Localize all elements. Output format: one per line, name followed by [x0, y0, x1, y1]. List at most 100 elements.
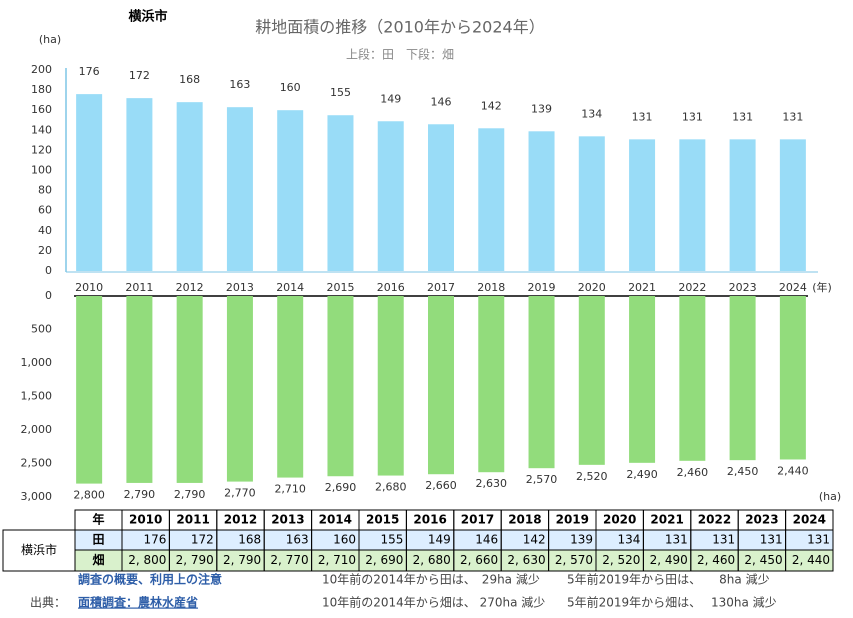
table-cell-text: 176 — [143, 533, 166, 547]
bar — [779, 139, 806, 271]
bar — [578, 136, 605, 271]
table-cell-text: 2, 460 — [697, 553, 735, 567]
table-header: 2021 — [650, 513, 683, 527]
table-cell-text: 2, 570 — [555, 553, 593, 567]
data-label: 2,490 — [626, 468, 658, 481]
x-tick-label: 2023 — [729, 281, 757, 294]
x-tick-label: 2017 — [427, 281, 455, 294]
y-tick-label: 1,000 — [21, 356, 53, 369]
chart-subtitle: 上段：田 下段：畑 — [346, 47, 454, 62]
region-title: 横浜市 — [128, 9, 167, 25]
table-cell — [785, 549, 834, 572]
note: 5年前2019年から畑は、 130ha 減少 — [567, 595, 777, 610]
y-tick-label: 1,500 — [21, 390, 53, 403]
table-cell-text: 2, 660 — [460, 553, 498, 567]
note: 5年前2019年から田は、 8ha 減少 — [567, 572, 770, 587]
x-tick-label: 2024 — [779, 281, 807, 294]
data-label: 2,800 — [73, 489, 105, 502]
data-label: 176 — [79, 65, 100, 78]
bar — [76, 296, 103, 484]
y-tick-label: 200 — [31, 63, 52, 76]
data-label: 2,790 — [174, 488, 206, 501]
y-axis-label: (ha) — [39, 33, 61, 46]
table-cell-text: 131 — [712, 533, 735, 547]
bar — [528, 131, 555, 271]
x-tick-label: 2018 — [477, 281, 505, 294]
y-tick-label: 60 — [38, 204, 52, 217]
data-label: 139 — [531, 102, 552, 115]
x-tick-label: 2016 — [377, 281, 405, 294]
bar — [679, 296, 706, 461]
bar — [478, 296, 505, 473]
data-label: 2,630 — [476, 477, 508, 490]
source-label: 出典： — [30, 596, 66, 610]
bar — [478, 128, 505, 271]
y-tick-label: 3,000 — [21, 490, 53, 503]
table-header: 2013 — [271, 513, 304, 527]
bar — [377, 296, 404, 476]
bar — [126, 296, 153, 483]
y-tick-label: 2,500 — [21, 457, 53, 470]
table-cell-text: 131 — [760, 533, 783, 547]
table-cell-text: 155 — [380, 533, 403, 547]
table-cell-text: 139 — [570, 533, 593, 547]
bar — [428, 124, 454, 272]
data-label: 172 — [129, 69, 150, 82]
bar — [528, 296, 555, 469]
table-header: 2014 — [319, 513, 352, 527]
y-tick-label: 500 — [31, 323, 52, 336]
y-tick-label: 0 — [45, 289, 52, 302]
data-label: 131 — [732, 110, 753, 123]
y-tick-label: 120 — [31, 143, 52, 156]
table-header: 2012 — [224, 513, 257, 527]
x-tick-label: 2020 — [578, 281, 606, 294]
bar — [226, 107, 253, 271]
data-label: 2,570 — [526, 473, 558, 486]
note: 10年前の2014年から畑は、 270ha 減少 — [322, 595, 545, 610]
data-label: 142 — [481, 99, 502, 112]
table-cell-text: 163 — [286, 533, 309, 547]
bar — [729, 296, 756, 461]
table-cell — [2, 529, 76, 572]
y-tick-label: 180 — [31, 83, 52, 96]
table-header: 2010 — [129, 513, 162, 527]
table-cell-text: 2, 440 — [792, 553, 830, 567]
table-header: 2017 — [461, 513, 494, 527]
x-tick-label: 2011 — [125, 281, 153, 294]
table-cell-text: 160 — [333, 533, 356, 547]
x-tick-label: 2012 — [176, 281, 204, 294]
x-tick-label: 2015 — [326, 281, 354, 294]
bar — [428, 296, 454, 475]
table-cell-text: 2, 790 — [176, 553, 214, 567]
x-tick-label: 2022 — [678, 281, 706, 294]
data-label: 163 — [229, 78, 250, 91]
table-cell-text: 2, 680 — [413, 553, 451, 567]
table-header: 2016 — [413, 513, 446, 527]
y-tick-label: 140 — [31, 123, 52, 136]
y-tick-label: 2,000 — [21, 423, 53, 436]
data-label: 2,440 — [777, 464, 809, 477]
data-label: 2,660 — [425, 479, 457, 492]
table-cell-text: 168 — [238, 533, 261, 547]
table-header: 2011 — [176, 513, 209, 527]
table-cell-text: 2, 630 — [507, 553, 545, 567]
data-label: 2,710 — [274, 483, 306, 496]
data-label: 155 — [330, 86, 351, 99]
y-tick-label: 0 — [45, 264, 52, 277]
y-tick-label: 80 — [38, 184, 52, 197]
table-cell-text: 2, 770 — [270, 553, 308, 567]
table-header: 2019 — [556, 513, 589, 527]
y-tick-label: 20 — [38, 244, 52, 257]
y-tick-label: 100 — [31, 164, 52, 177]
x-tick-label: 2019 — [528, 281, 556, 294]
bar — [629, 296, 656, 463]
bar — [679, 139, 706, 271]
data-label: 131 — [632, 110, 653, 123]
bar — [176, 102, 203, 271]
y-tick-label: 40 — [38, 224, 52, 237]
bar — [327, 115, 354, 271]
survey-link[interactable]: 調査の概要、利用上の注意 — [78, 572, 222, 587]
data-label: 160 — [280, 81, 301, 94]
source-link[interactable]: 面積調査：農林水産省 — [78, 595, 198, 610]
bar — [126, 98, 153, 271]
